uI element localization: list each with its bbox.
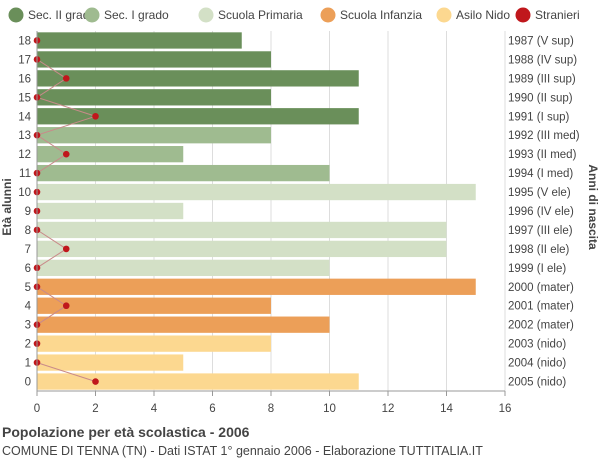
bars xyxy=(37,32,476,390)
legend-marker xyxy=(436,7,452,23)
birth-year-label: 1992 (III med) xyxy=(508,130,580,142)
birth-year-label: 1999 (I ele) xyxy=(508,263,566,275)
bar xyxy=(37,164,330,182)
bar xyxy=(37,278,476,295)
legend-marker xyxy=(84,7,100,23)
x-tick-label: 0 xyxy=(34,403,40,415)
legend: Sec. II grado Sec. I grado Scuola Primaria… xyxy=(8,7,580,23)
y-tick-label: 15 xyxy=(18,92,31,104)
y-tick-label: 2 xyxy=(25,339,31,351)
bar xyxy=(37,297,271,314)
stranieri-point xyxy=(92,112,99,120)
birth-year-label: 2002 (mater) xyxy=(508,320,574,332)
bar xyxy=(37,221,447,239)
y-tick-label: 14 xyxy=(18,111,31,123)
stranieri-point xyxy=(62,245,70,253)
x-tick-label: 4 xyxy=(151,403,158,415)
bar xyxy=(37,316,330,333)
x-tick-label: 2 xyxy=(92,403,98,415)
y-tick-label: 5 xyxy=(25,282,31,294)
stranieri-point xyxy=(62,302,70,310)
bar xyxy=(37,202,184,220)
birth-year-label: 2004 (nido) xyxy=(508,358,566,370)
birth-year-label: 1995 (V ele) xyxy=(508,187,571,199)
y-tick-label: 13 xyxy=(18,130,31,142)
legend-label: Scuola Infanzia xyxy=(340,8,422,22)
bar xyxy=(37,183,476,201)
x-tick-label: 16 xyxy=(499,403,512,415)
x-tick-label: 6 xyxy=(209,403,215,415)
y-tick-label: 11 xyxy=(19,168,31,180)
y-axis-title: Età alunni xyxy=(0,178,14,235)
footer-title: Popolazione per età scolastica - 2006 xyxy=(2,424,250,440)
bar xyxy=(37,51,271,68)
bar xyxy=(37,373,359,390)
y-tick-label: 12 xyxy=(18,149,31,161)
x-tick-label: 10 xyxy=(323,403,336,415)
bar xyxy=(37,259,330,276)
birth-year-label: 1987 (V sup) xyxy=(508,35,574,47)
birth-year-label: 2001 (mater) xyxy=(508,301,574,313)
birth-year-label: 2000 (mater) xyxy=(508,282,574,294)
bar xyxy=(37,70,359,87)
legend-marker xyxy=(320,7,336,23)
bar xyxy=(37,32,242,49)
bar xyxy=(37,127,271,144)
legend-label: Asilo Nido xyxy=(456,8,510,22)
bar xyxy=(37,108,359,125)
y-tick-label: 1 xyxy=(25,358,31,370)
legend-marker xyxy=(515,7,531,23)
birth-year-label: 1988 (IV sup) xyxy=(508,54,577,66)
birth-year-label: 2005 (nido) xyxy=(508,377,566,389)
birth-year-label: 1997 (III ele) xyxy=(508,225,573,237)
y-axis-title-right: Anni di nascita xyxy=(586,164,600,250)
y-tick-label: 16 xyxy=(18,73,31,85)
y-tick-label: 3 xyxy=(25,320,31,332)
birth-year-label: 1996 (IV ele) xyxy=(508,206,574,218)
bar xyxy=(37,240,447,258)
legend-marker xyxy=(8,7,24,23)
bar xyxy=(37,89,271,106)
bar xyxy=(37,146,184,163)
birth-year-label: 1990 (II sup) xyxy=(508,92,573,104)
legend-label: Sec. I grado xyxy=(104,8,169,22)
legend-marker xyxy=(198,7,214,23)
y-tick-label: 9 xyxy=(25,206,31,218)
birth-year-label: 2003 (nido) xyxy=(508,339,566,351)
birth-year-label: 1991 (I sup) xyxy=(508,111,570,123)
y-tick-label: 0 xyxy=(25,377,31,389)
chart: Sec. II grado Sec. I grado Scuola Primaria… xyxy=(0,7,600,415)
birth-year-label: 1998 (II ele) xyxy=(508,244,570,256)
stranieri-point xyxy=(92,378,99,385)
birth-year-label: 1993 (II med) xyxy=(508,149,577,161)
x-tick-label: 8 xyxy=(268,403,274,415)
y-tick-label: 8 xyxy=(25,225,31,237)
bar xyxy=(37,335,271,352)
bar xyxy=(37,354,184,371)
legend-label: Scuola Primaria xyxy=(218,8,303,22)
x-tick-label: 14 xyxy=(440,403,453,415)
legend-label: Stranieri xyxy=(535,8,580,22)
y-tick-label: 10 xyxy=(18,187,31,199)
y-tick-label: 7 xyxy=(25,244,31,256)
y-tick-label: 18 xyxy=(18,35,31,47)
y-tick-label: 6 xyxy=(25,263,31,275)
stranieri-point xyxy=(62,150,70,158)
legend-label: Sec. II grado xyxy=(28,8,96,22)
x-tick-label: 12 xyxy=(382,403,395,415)
stranieri-point xyxy=(62,75,70,82)
birth-year-label: 1994 (I med) xyxy=(508,168,573,180)
birth-year-label: 1989 (III sup) xyxy=(508,73,576,85)
y-tick-label: 4 xyxy=(25,301,32,313)
y-tick-label: 17 xyxy=(18,54,31,66)
footer-subtitle: COMUNE DI TENNA (TN) - Dati ISTAT 1° gen… xyxy=(2,444,483,458)
